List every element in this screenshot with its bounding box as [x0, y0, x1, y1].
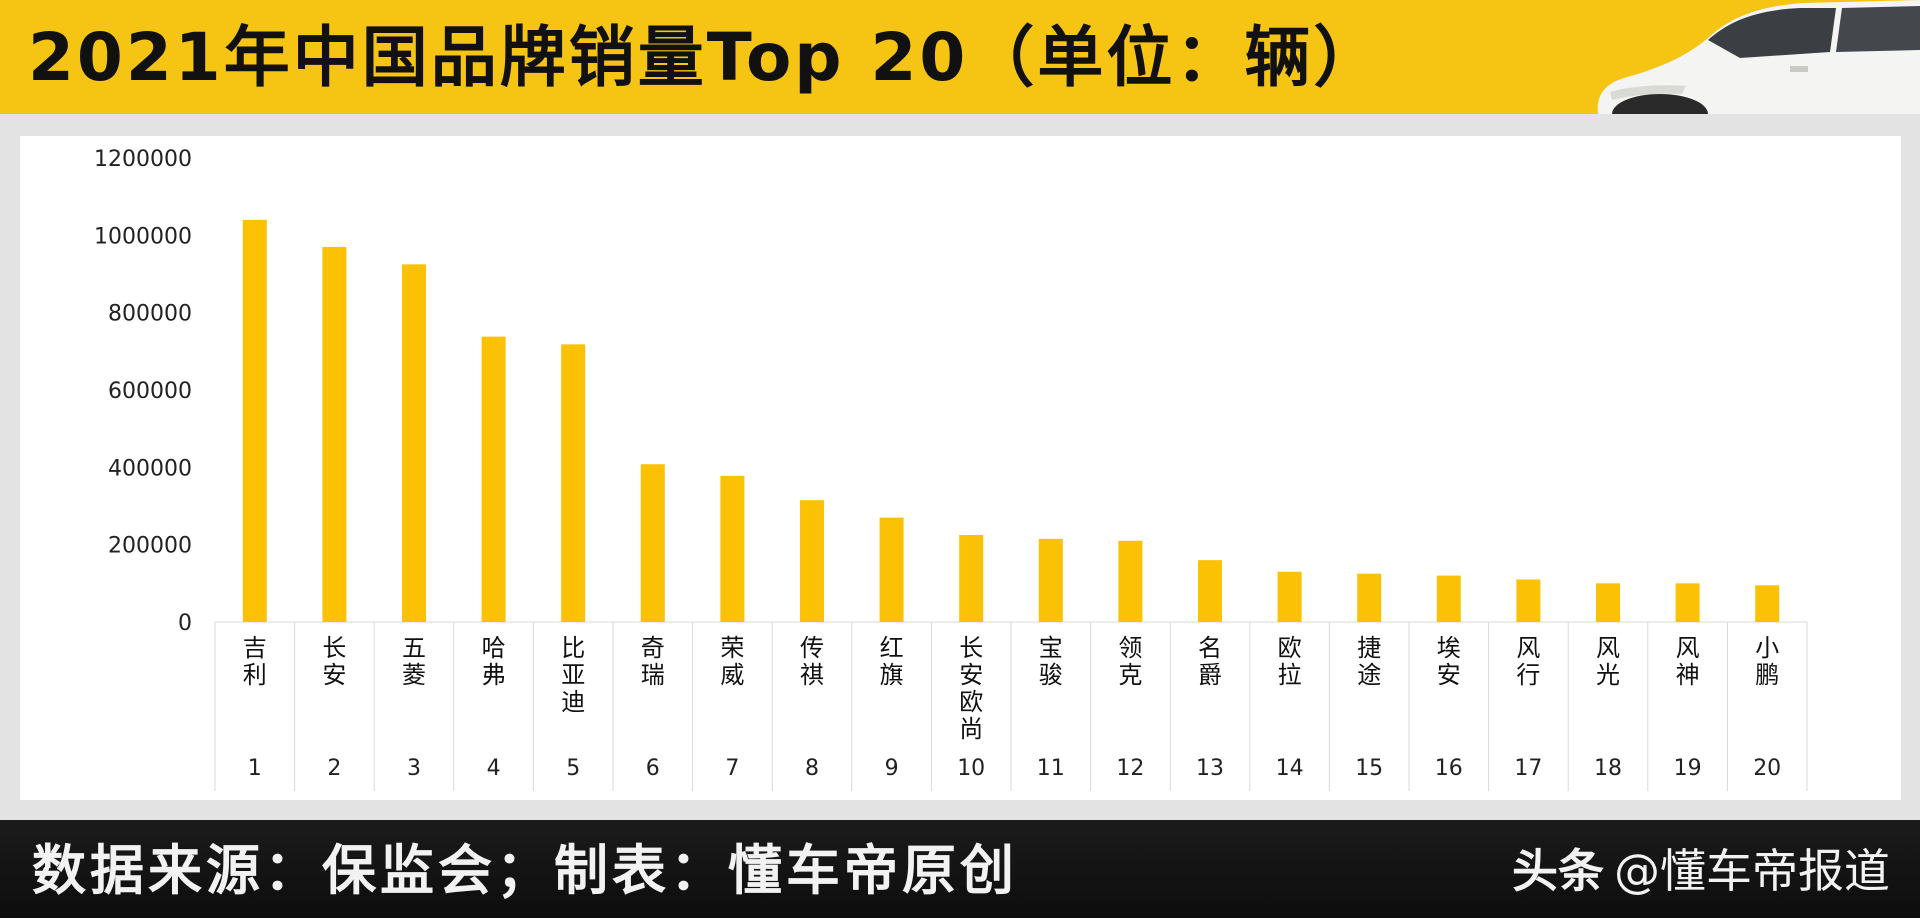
rank-label: 11	[1037, 756, 1065, 781]
bar	[1357, 573, 1382, 622]
bar	[1755, 585, 1780, 622]
rank-label: 17	[1514, 756, 1542, 781]
y-tick-label: 0	[178, 611, 192, 636]
car-image	[1597, 0, 1920, 114]
category-label: 欧拉	[1278, 634, 1302, 689]
bar	[402, 264, 426, 622]
bar-chart: 0 200000 400000 600000 800000 1000000 1200000 吉…	[94, 147, 1808, 791]
rank-label: 12	[1116, 756, 1144, 781]
rank-label: 1	[248, 756, 262, 781]
category-label: 埃安	[1437, 634, 1461, 689]
y-tick-label: 600000	[108, 379, 192, 404]
rank-label: 7	[725, 756, 739, 781]
bar	[242, 219, 267, 622]
category-label: 吉利	[243, 634, 267, 689]
category-label: 传祺	[800, 634, 824, 689]
bar	[322, 246, 347, 622]
category-label: 捷途	[1357, 634, 1381, 689]
bar	[879, 517, 904, 622]
bar	[1198, 560, 1222, 622]
rank-label: 9	[885, 756, 899, 781]
rank-label: 19	[1674, 756, 1702, 781]
bar	[481, 336, 506, 622]
rank-label: 3	[407, 756, 421, 781]
data-source-text: 数据来源：保监会；制表：懂车帝原创	[32, 839, 1018, 902]
category-label: 长安欧尚	[959, 634, 983, 743]
bar	[959, 535, 984, 622]
bar	[720, 475, 745, 622]
category-label: 小鹏	[1755, 634, 1779, 689]
bar	[1675, 583, 1700, 622]
category-label: 风光	[1596, 634, 1620, 689]
header-banner: 2021年中国品牌销量Top 20（单位：辆）	[0, 0, 1920, 114]
y-tick-label: 1200000	[94, 147, 192, 172]
category-label: 风行	[1516, 634, 1540, 689]
y-tick-label: 800000	[108, 302, 192, 327]
category-label: 比亚迪	[561, 634, 585, 716]
rank-label: 14	[1276, 756, 1304, 781]
bar	[1596, 583, 1620, 622]
y-tick-label: 1000000	[94, 224, 192, 249]
y-tick-label: 200000	[108, 534, 192, 559]
bar	[1118, 540, 1143, 622]
category-label: 领克	[1118, 634, 1142, 689]
watermark: 头条 @懂车帝报道	[1512, 844, 1890, 898]
category-label: 名爵	[1198, 634, 1222, 689]
category-label: 五菱	[402, 634, 426, 689]
category-label: 红旗	[880, 634, 904, 689]
rank-label: 5	[566, 756, 580, 781]
page-title: 2021年中国品牌销量Top 20（单位：辆）	[28, 19, 1383, 96]
bar	[561, 344, 586, 622]
watermark-logo: 头条	[1512, 844, 1604, 898]
rank-label: 10	[957, 756, 985, 781]
rank-label: 2	[327, 756, 341, 781]
chart-panel: 0 200000 400000 600000 800000 1000000 1200000 吉…	[20, 136, 1901, 800]
category-label: 奇瑞	[641, 634, 665, 689]
category-label: 风神	[1676, 634, 1700, 689]
bar	[1277, 571, 1302, 622]
watermark-handle: @懂车帝报道	[1614, 844, 1890, 898]
y-tick-label: 400000	[108, 456, 192, 481]
rank-label: 18	[1594, 756, 1622, 781]
rank-label: 4	[487, 756, 501, 781]
rank-label: 6	[646, 756, 660, 781]
rank-label: 13	[1196, 756, 1224, 781]
bar	[640, 464, 665, 622]
bar	[1436, 575, 1461, 622]
category-label: 荣威	[720, 634, 744, 689]
bar	[1516, 579, 1541, 622]
rank-label: 8	[805, 756, 819, 781]
rank-label: 16	[1435, 756, 1463, 781]
category-label: 长安	[322, 634, 346, 689]
category-label: 哈弗	[482, 634, 506, 689]
footer-bar: 数据来源：保监会；制表：懂车帝原创 头条 @懂车帝报道	[0, 820, 1920, 918]
bar	[1038, 538, 1063, 622]
category-label: 宝骏	[1039, 634, 1063, 689]
rank-label: 20	[1753, 756, 1781, 781]
bar	[800, 500, 824, 622]
rank-label: 15	[1355, 756, 1383, 781]
